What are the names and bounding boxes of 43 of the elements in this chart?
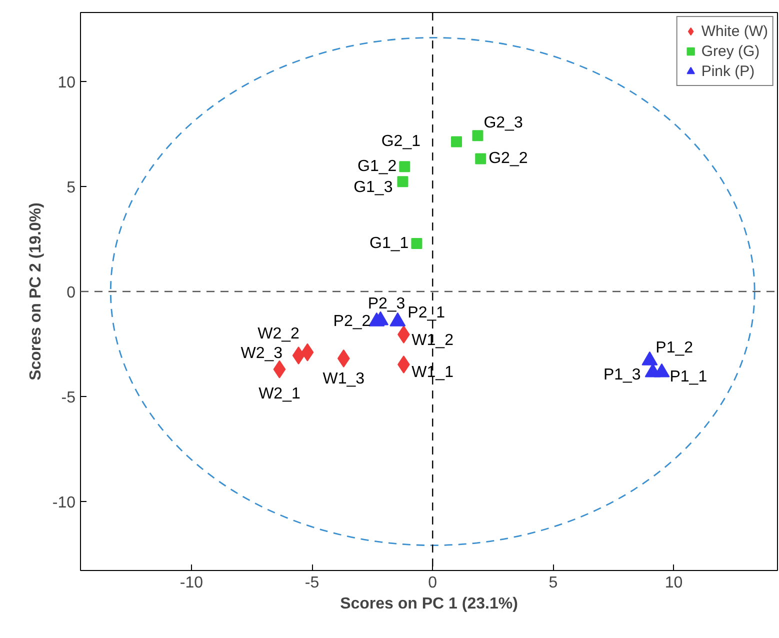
y-tick-label: 10 xyxy=(58,74,76,92)
point xyxy=(472,130,484,142)
annotation: W2_2 xyxy=(258,325,300,342)
x-tick-label: 10 xyxy=(664,574,683,592)
annotation: G1_2 xyxy=(358,158,397,176)
annotation: W1_2 xyxy=(412,332,454,350)
point xyxy=(397,176,408,188)
point xyxy=(292,346,305,364)
annotation: P1_3 xyxy=(603,366,641,384)
y-tick-label: 0 xyxy=(66,284,76,302)
point xyxy=(411,238,422,249)
point xyxy=(399,161,410,172)
x-tick-label: 0 xyxy=(428,574,438,592)
y-tick-label: -10 xyxy=(52,494,76,512)
legend-label: Grey (G) xyxy=(701,42,760,60)
legend-label: White (W) xyxy=(701,22,768,40)
annotation: P1_1 xyxy=(670,368,708,386)
annotation: G2_2 xyxy=(488,150,528,168)
annotation: G1_1 xyxy=(370,234,409,252)
legend-label: Pink (P) xyxy=(701,62,755,80)
x-axis-title: Scores on PC 1 (23.1%) xyxy=(340,596,518,612)
y-tick-label: -5 xyxy=(61,389,76,406)
annotation: P2_1 xyxy=(408,304,446,322)
point xyxy=(450,136,462,148)
point xyxy=(301,343,314,362)
annotation: G1_3 xyxy=(354,179,393,196)
annotation: G2_1 xyxy=(381,133,421,150)
annotation: G2_3 xyxy=(484,114,523,132)
y-tick-label: 5 xyxy=(66,180,76,197)
annotation: P2_3 xyxy=(368,295,406,312)
point xyxy=(273,360,286,378)
annotation: W2_1 xyxy=(258,385,300,402)
annotation: W1_1 xyxy=(412,364,454,381)
annotation: P2_2 xyxy=(333,313,371,330)
x-tick-label: 5 xyxy=(548,574,558,592)
annotation: W2_3 xyxy=(240,344,283,362)
x-tick-label: -10 xyxy=(180,574,204,592)
x-tick-label: -5 xyxy=(304,574,320,592)
y-axis-title: Scores on PC 2 (19.0%) xyxy=(27,202,44,380)
point xyxy=(337,349,350,368)
annotation: W1_3 xyxy=(322,370,365,388)
annotation: P1_2 xyxy=(656,340,694,357)
point xyxy=(475,153,486,164)
